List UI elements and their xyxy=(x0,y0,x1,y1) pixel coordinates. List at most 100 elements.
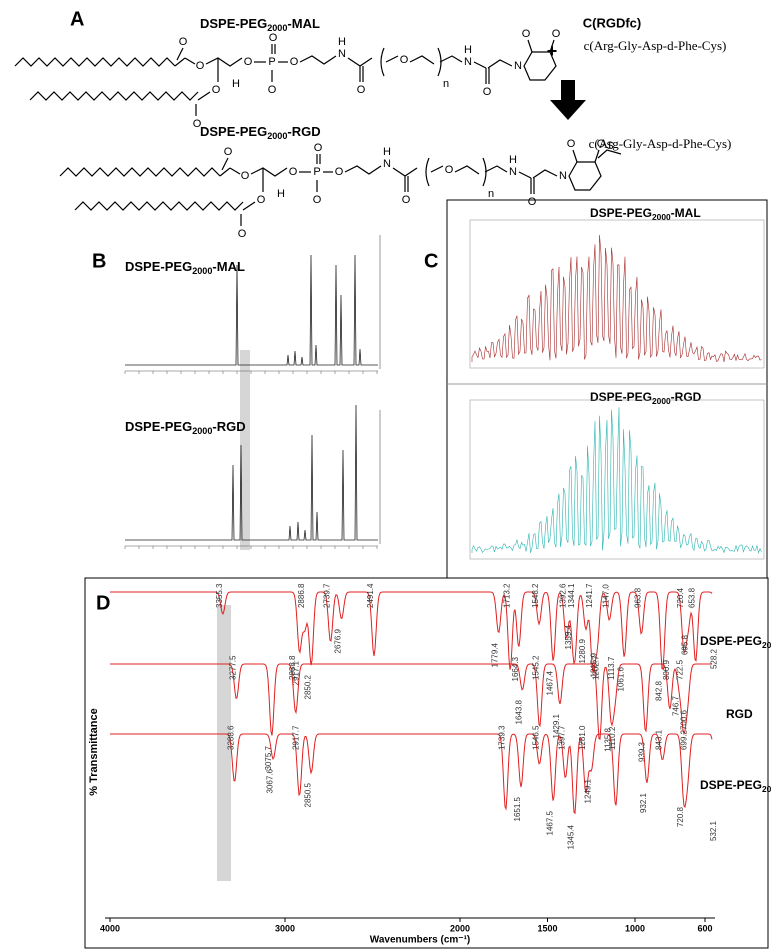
bond xyxy=(347,57,373,82)
name-part: DSPE-PEG xyxy=(590,390,652,404)
peak-label: 746.7 xyxy=(671,695,680,716)
atom-label: O xyxy=(597,138,606,150)
ms-frame xyxy=(469,219,765,369)
bond xyxy=(430,165,444,173)
bond xyxy=(184,57,196,65)
atom-label: H xyxy=(277,188,285,200)
peak-label: 1344.1 xyxy=(567,583,576,608)
compound-name: RGD xyxy=(726,707,753,721)
peak-label: 699.2 xyxy=(680,729,689,750)
peak-label: 1241.7 xyxy=(585,583,594,608)
panel-d-frame xyxy=(84,577,769,949)
bond xyxy=(518,171,535,194)
peak-label: 1651.5 xyxy=(513,796,522,821)
subscript: 2000 xyxy=(652,396,671,406)
bond xyxy=(344,165,382,175)
ir-trace xyxy=(110,733,713,815)
bond xyxy=(74,201,244,211)
atom-label: H xyxy=(464,44,472,56)
peak-label: 843.1 xyxy=(655,729,664,750)
bond xyxy=(380,47,385,77)
peak-label: 1545.2 xyxy=(532,655,541,680)
x-tick-label: 1000 xyxy=(625,923,645,933)
atom-label: O xyxy=(179,36,188,48)
reaction-arrow xyxy=(550,80,586,120)
bond xyxy=(229,167,241,175)
peak-label: 2850.2 xyxy=(303,674,312,699)
bond xyxy=(532,169,558,179)
bond xyxy=(487,59,513,69)
bond xyxy=(473,61,490,84)
name-part: -RGD xyxy=(287,124,320,139)
peak-label: 1147.0 xyxy=(601,584,610,608)
peak-label: 1135.8 xyxy=(603,727,612,751)
bond xyxy=(59,167,221,177)
atom-label: O xyxy=(290,56,299,68)
peak-label: 1664.3 xyxy=(511,656,520,681)
atom-label: n xyxy=(443,78,449,90)
bond xyxy=(299,55,337,65)
peak-label: 2491.4 xyxy=(366,583,375,608)
peak-label: 1113.7 xyxy=(607,656,616,680)
peak-label: 2676.9 xyxy=(334,628,343,653)
compound-name: DSPE-PEG2000-MAL xyxy=(590,206,701,222)
peak-label: 2917.1 xyxy=(292,660,301,685)
peak-label: 842.8 xyxy=(655,680,664,701)
peak-label: 532.1 xyxy=(709,820,718,841)
peak-label: 939.3 xyxy=(638,741,647,762)
atom-label: O xyxy=(289,166,298,178)
peak-label: 722.5 xyxy=(676,659,685,680)
atom-label: S xyxy=(606,140,613,152)
panel-label: C xyxy=(424,250,438,272)
name-part: DSPE-PEG xyxy=(590,206,652,220)
name-part: DSPE-PEG xyxy=(125,419,192,434)
name-part: -MAL xyxy=(671,206,701,220)
bond xyxy=(597,149,622,159)
name-part: DSPE-PEG xyxy=(125,259,192,274)
compound-name: DSPE-PEG2000-RGD xyxy=(125,419,246,436)
name-part: -MAL xyxy=(287,16,320,31)
bond xyxy=(572,149,600,163)
ir-trace xyxy=(110,591,713,673)
x-tick-label: 600 xyxy=(697,923,712,933)
peak-label: 3355.3 xyxy=(215,583,224,608)
nmr-trace xyxy=(125,254,378,366)
compound-name: DSPE-PEG2000-MAL xyxy=(700,634,771,650)
atom-label: O xyxy=(241,170,250,182)
peak-label: 1548.2 xyxy=(531,583,540,608)
atom-label: O xyxy=(400,54,409,66)
compound-name: DSPE-PEG2000-RGD xyxy=(700,778,771,794)
compound-name: DSPE-PEG2000-MAL xyxy=(125,259,245,276)
peak-label: 1397.7 xyxy=(558,725,567,750)
name-part: RGD xyxy=(726,707,753,721)
atom-label: O xyxy=(224,146,233,158)
name-part: DSPE-PEG xyxy=(200,16,267,31)
peak-label: 528.2 xyxy=(710,648,719,669)
atom-label: O xyxy=(567,138,576,150)
panel-label: D xyxy=(96,592,110,614)
peak-label: 2938.8 xyxy=(288,655,297,680)
subscript: 2000 xyxy=(762,640,771,650)
compound-name: DSPE-PEG2000-RGD xyxy=(590,390,702,406)
atom-label: H xyxy=(383,146,391,158)
atom-label: O xyxy=(314,142,323,154)
peak-label: 1359.4 xyxy=(564,624,573,649)
atom-label: n xyxy=(488,188,494,200)
name-part: -RGD xyxy=(671,390,702,404)
peak-label: 1392.6 xyxy=(558,583,567,608)
peak-label: 1467.4 xyxy=(545,670,554,695)
atom-label: N xyxy=(383,158,391,170)
peak-label: 1110.2 xyxy=(608,726,617,750)
bond xyxy=(425,157,430,187)
peak-label: 1779.4 xyxy=(491,642,500,667)
bond xyxy=(454,165,480,175)
bond xyxy=(205,57,243,67)
subscript: 2000 xyxy=(267,131,287,141)
x-tick-label: 4000 xyxy=(100,923,120,933)
peak-label: 2886.8 xyxy=(297,583,306,608)
bond xyxy=(523,51,557,81)
atom-label: O xyxy=(483,86,492,98)
subscript: 2000 xyxy=(192,266,212,276)
atom-label: N xyxy=(338,48,346,60)
